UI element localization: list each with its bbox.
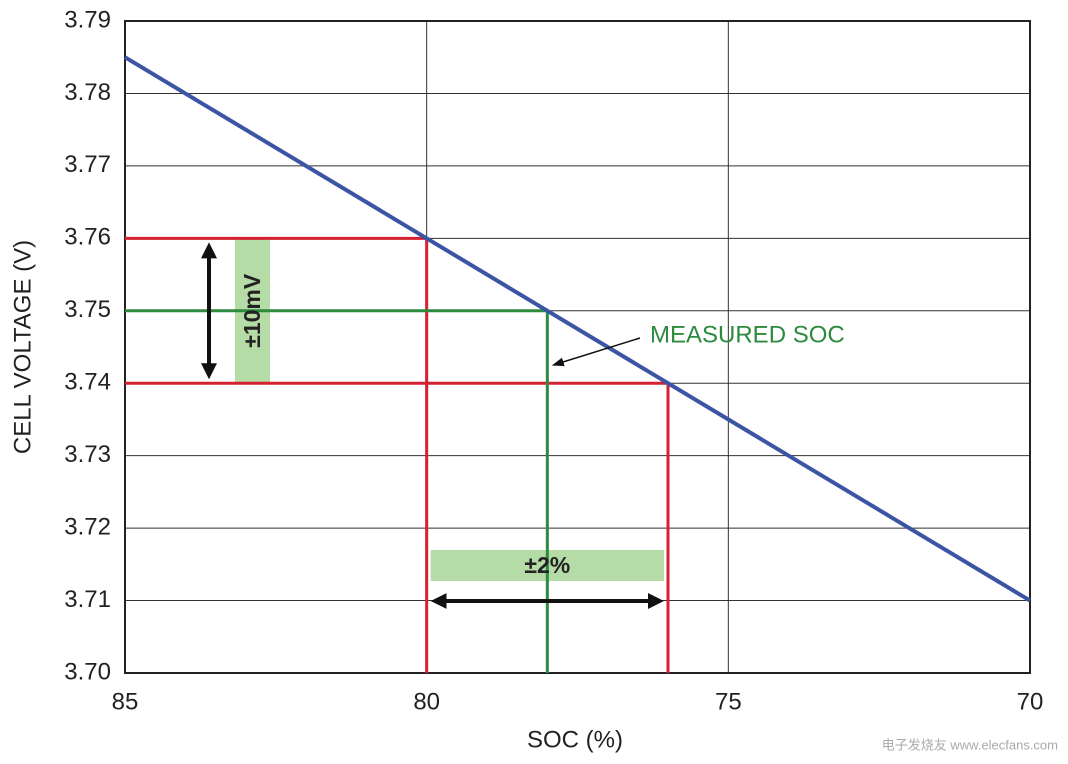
y-tick-label: 3.78	[64, 79, 111, 106]
y-tick-label: 3.79	[64, 6, 111, 33]
watermark: 电子发烧友 www.elecfans.com	[882, 737, 1058, 752]
annotation-label: ±2%	[524, 552, 570, 578]
y-tick-label: 3.73	[64, 441, 111, 468]
x-axis-label: SOC (%)	[527, 726, 623, 753]
x-tick-label: 85	[112, 688, 139, 715]
y-tick-label: 3.70	[64, 658, 111, 685]
x-tick-label: 80	[413, 688, 440, 715]
data-line	[123, 55, 1032, 603]
y-axis-label: CELL VOLTAGE (V)	[9, 240, 36, 454]
measured-arrow	[551, 337, 641, 367]
annotation-label: ±10mV	[239, 273, 265, 348]
plot-frame	[124, 20, 1031, 674]
x-tick-label: 70	[1017, 688, 1044, 715]
y-tick-label: 3.71	[64, 586, 111, 613]
y-tick-label: 3.77	[64, 151, 111, 178]
y-tick-label: 3.74	[64, 369, 111, 396]
y-tick-label: 3.72	[64, 513, 111, 540]
x-tick-label: 75	[715, 688, 742, 715]
annotation-label: MEASURED SOC	[650, 321, 845, 348]
y-tick-label: 3.76	[64, 224, 111, 251]
y-tick-label: 3.75	[64, 296, 111, 323]
